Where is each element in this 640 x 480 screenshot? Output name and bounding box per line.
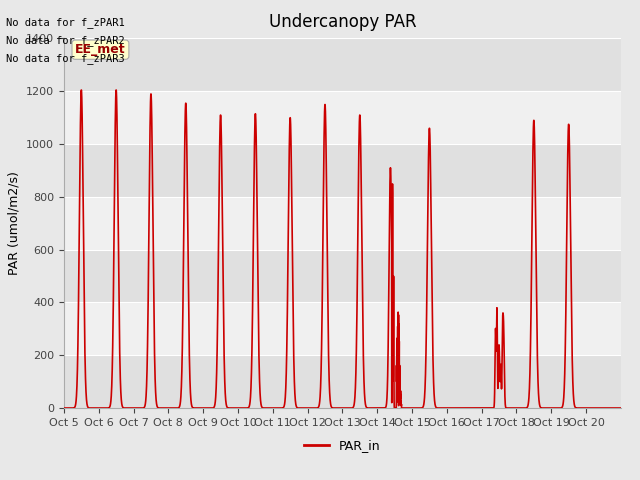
Bar (64, 302, 621, 355)
Bar (64, 144, 621, 197)
Bar (64, 197, 621, 250)
Text: No data for f_zPAR1: No data for f_zPAR1 (6, 17, 125, 28)
Bar (64, 355, 621, 408)
Bar (64, 38, 621, 91)
Y-axis label: PAR (umol/m2/s): PAR (umol/m2/s) (8, 171, 20, 275)
Text: EE_met: EE_met (75, 43, 126, 56)
Bar (64, 250, 621, 302)
Title: Undercanopy PAR: Undercanopy PAR (269, 13, 416, 31)
Text: No data for f_zPAR2: No data for f_zPAR2 (6, 35, 125, 46)
Legend: PAR_in: PAR_in (299, 434, 386, 457)
Bar (64, 91, 621, 144)
Text: No data for f_zPAR3: No data for f_zPAR3 (6, 53, 125, 64)
